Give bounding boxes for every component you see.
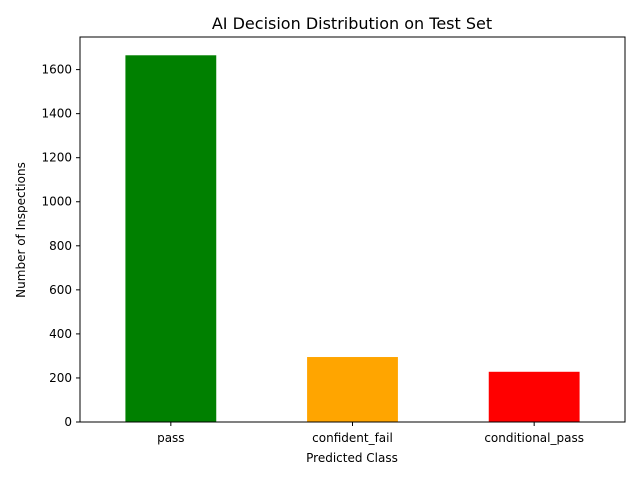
x-tick-label: conditional_pass: [484, 431, 584, 445]
chart-title: AI Decision Distribution on Test Set: [212, 14, 492, 33]
y-axis-label: Number of Inspections: [14, 162, 28, 298]
y-tick-label: 800: [49, 239, 72, 253]
y-tick-label: 600: [49, 283, 72, 297]
y-tick-label: 1600: [41, 63, 72, 77]
y-tick-label: 0: [64, 415, 72, 429]
plot-area: 0 200 400 600 800 1000 1200 1400 1600 pass confide…: [41, 36, 626, 445]
y-tick-label: 1200: [41, 151, 72, 165]
x-axis-label: Predicted Class: [306, 451, 398, 465]
y-tick-label: 1000: [41, 195, 72, 209]
axes-frame: [79, 36, 626, 423]
bar-conditional-pass: [488, 371, 580, 422]
bar-pass: [125, 55, 217, 423]
y-tick-label: 200: [49, 371, 72, 385]
y-tick-label: 400: [49, 327, 72, 341]
bar-confident-fail: [307, 357, 398, 422]
x-tick-label: pass: [157, 431, 184, 445]
x-tick-label: confident_fail: [312, 431, 393, 445]
y-tick-label: 1400: [41, 107, 72, 121]
